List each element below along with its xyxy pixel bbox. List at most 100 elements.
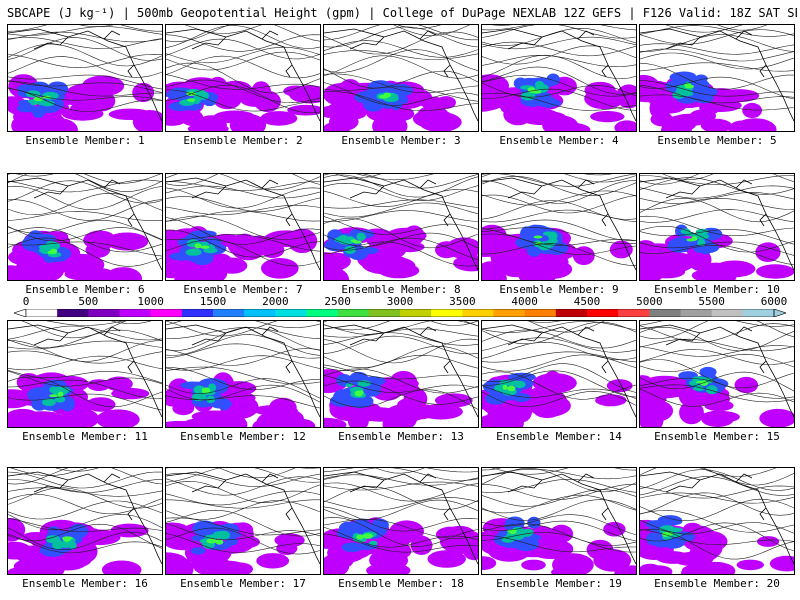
ensemble-member-label: Ensemble Member: 10 <box>654 283 780 296</box>
ensemble-member-label: Ensemble Member: 5 <box>657 134 777 147</box>
cape-region <box>667 241 690 252</box>
cape-region <box>542 370 563 395</box>
cape-region <box>640 240 657 259</box>
cape-region <box>695 233 710 240</box>
height-contour <box>640 76 794 100</box>
cape-region <box>646 532 660 546</box>
height-contour <box>166 490 320 506</box>
height-contour <box>665 25 743 33</box>
height-contour <box>8 350 162 364</box>
height-contour <box>8 471 162 489</box>
colorbar-min-arrow <box>14 309 27 317</box>
height-contour <box>640 52 794 70</box>
height-contour <box>166 476 320 496</box>
cape-region <box>521 559 546 571</box>
cape-region <box>534 80 545 89</box>
height-contour <box>482 354 636 372</box>
height-contour <box>324 375 478 393</box>
height-contour <box>8 533 162 554</box>
coastline <box>640 28 794 122</box>
height-contour <box>640 25 794 37</box>
colorbar-segment <box>57 309 89 317</box>
colorbar-tick-label: 500 <box>78 295 99 308</box>
coastline <box>8 177 162 271</box>
height-contour <box>640 84 794 104</box>
height-contour <box>482 227 636 244</box>
height-contour <box>482 468 636 471</box>
height-contour <box>324 68 478 89</box>
height-contour <box>8 37 162 61</box>
height-contour <box>166 522 320 541</box>
ensemble-member-map <box>639 467 795 575</box>
cape-region <box>40 118 78 131</box>
cape-region <box>333 95 360 109</box>
cape-region <box>684 84 695 89</box>
height-contour <box>640 485 794 499</box>
cape-region <box>699 100 720 115</box>
cape-region <box>700 118 732 131</box>
cape-region <box>64 268 100 280</box>
height-contour <box>324 321 478 335</box>
height-contour <box>640 323 794 343</box>
cape-region <box>341 542 363 553</box>
cape-region <box>512 532 525 540</box>
height-contour <box>324 73 478 94</box>
height-contour <box>8 227 162 253</box>
cape-region <box>419 96 446 109</box>
cape-region <box>499 379 511 384</box>
height-contour <box>166 395 320 409</box>
colorbar-tick-label: 6000 <box>760 295 788 308</box>
map-canvas <box>324 468 478 574</box>
cape-region <box>742 102 762 119</box>
height-contour <box>166 187 320 209</box>
cape-region <box>86 397 116 412</box>
height-contour <box>324 210 478 222</box>
height-contour <box>8 514 162 531</box>
map-canvas <box>8 25 162 131</box>
coastline <box>8 324 162 418</box>
coastline <box>640 324 794 418</box>
cape-region <box>42 91 59 100</box>
height-contour <box>166 533 320 553</box>
cape-region <box>14 266 54 280</box>
height-contour <box>324 335 478 355</box>
cape-region <box>412 109 455 129</box>
colorbar-tick-label: 0 <box>22 295 30 308</box>
height-contour <box>166 321 320 329</box>
map-canvas <box>166 25 320 131</box>
cape-region <box>105 232 149 251</box>
height-contour <box>324 517 478 547</box>
height-contour <box>166 38 320 60</box>
colorbar-tick-label: 3500 <box>449 295 476 308</box>
cape-region <box>366 235 391 247</box>
ensemble-member-map <box>165 173 321 281</box>
height-contour <box>166 499 320 509</box>
cape-region <box>547 238 558 244</box>
colorbar-segment <box>431 309 463 317</box>
coastline <box>8 28 162 122</box>
cape-region <box>346 394 374 409</box>
height-contour <box>482 351 636 363</box>
height-contour <box>8 88 162 112</box>
colorbar-segment <box>462 309 494 317</box>
ensemble-member-label: Ensemble Member: 15 <box>654 430 780 443</box>
height-contour <box>166 62 320 94</box>
ensemble-member-label: Ensemble Member: 9 <box>499 283 619 296</box>
height-contour <box>640 62 794 72</box>
ensemble-member-label: Ensemble Member: 13 <box>338 430 464 443</box>
cape-region <box>686 238 696 242</box>
height-contour <box>8 340 162 350</box>
map-canvas <box>8 321 162 427</box>
height-contour <box>8 393 162 411</box>
ensemble-member-map <box>481 173 637 281</box>
height-contour <box>324 202 478 218</box>
height-contour <box>8 220 162 241</box>
ensemble-member-map <box>7 467 163 575</box>
height-contour <box>8 237 162 267</box>
colorbar-tick-label: 1000 <box>137 295 164 308</box>
height-contour <box>393 25 471 37</box>
cape-region <box>326 547 355 569</box>
cape-region <box>500 94 526 109</box>
ensemble-member-map <box>323 173 479 281</box>
height-contour <box>166 46 320 64</box>
